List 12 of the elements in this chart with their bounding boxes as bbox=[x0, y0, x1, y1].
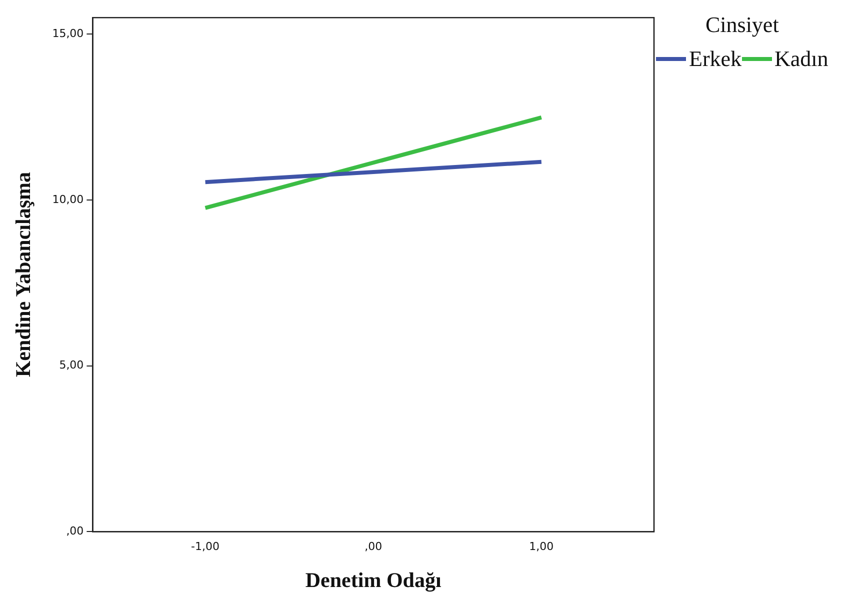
y-tick-label: 10,00 bbox=[52, 192, 84, 206]
y-axis-title: Kendine Yabancılaşma bbox=[11, 172, 36, 378]
x-tick-label: -1,00 bbox=[191, 540, 220, 554]
y-tick-label: 5,00 bbox=[59, 358, 84, 372]
x-axis-title: Denetim Odağı bbox=[305, 568, 442, 592]
x-tick-label: ,00 bbox=[364, 540, 382, 554]
x-tick-label: 1,00 bbox=[529, 540, 554, 554]
y-tick-label: 15,00 bbox=[52, 27, 84, 40]
legend-label: Erkek bbox=[689, 46, 742, 72]
legend-label: Kadın bbox=[774, 46, 828, 72]
legend-title: Cinsiyet bbox=[704, 12, 780, 38]
y-tick-label: ,00 bbox=[66, 524, 84, 538]
